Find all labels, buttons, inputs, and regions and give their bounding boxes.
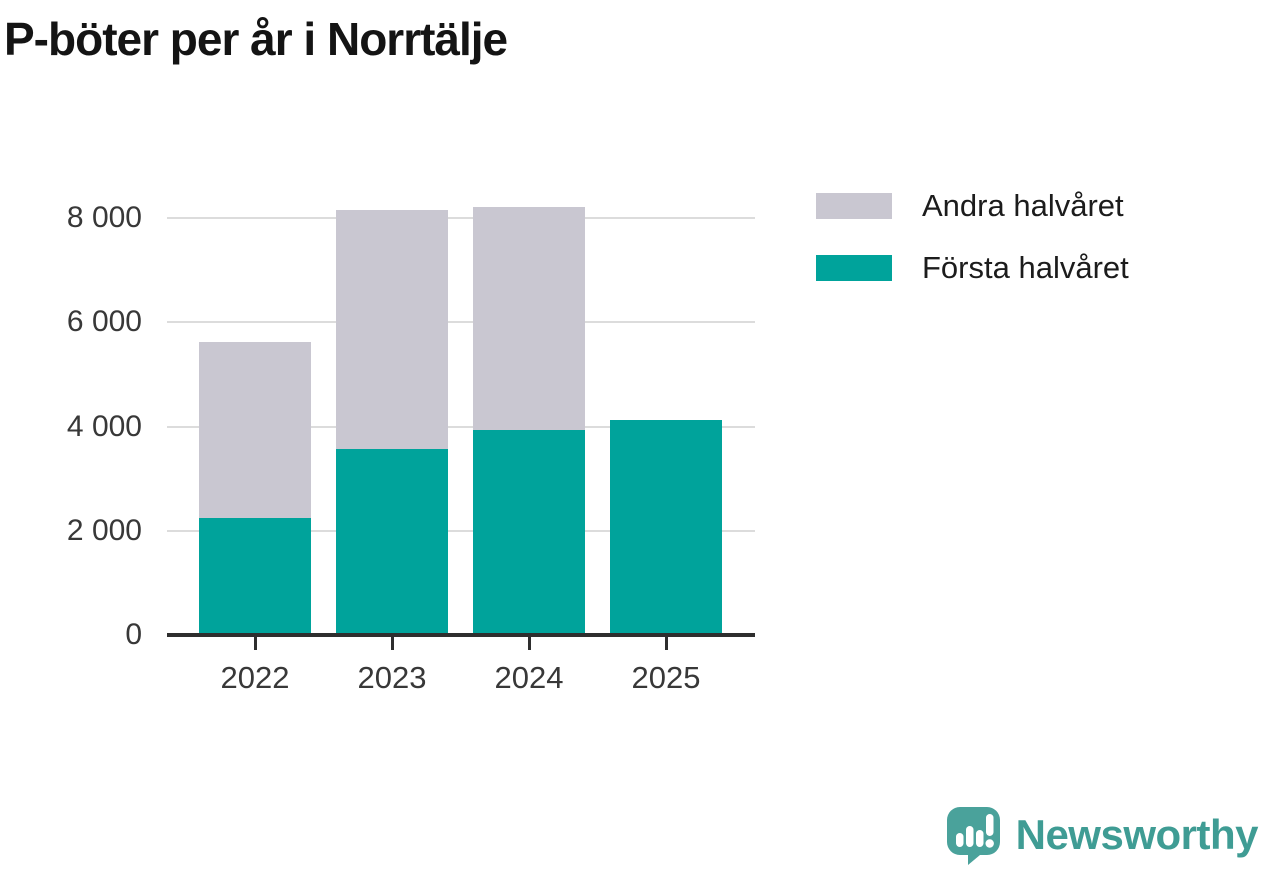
legend-item: Andra halvåret bbox=[816, 190, 1129, 222]
chart-legend: Andra halvåret Första halvåret bbox=[816, 190, 1129, 284]
newsworthy-logo-icon bbox=[946, 807, 1000, 865]
x-axis-label-2022: 2022 bbox=[220, 660, 290, 695]
legend-label: Första halvåret bbox=[922, 250, 1129, 285]
bar-2023-second-half bbox=[336, 210, 448, 449]
y-axis-tick-label: 2 000 bbox=[66, 513, 142, 547]
bar-2024-first-half bbox=[473, 430, 585, 633]
x-axis-label-2025: 2025 bbox=[631, 660, 701, 695]
gridline-8000 bbox=[167, 217, 755, 220]
newsworthy-footer: Newsworthy bbox=[945, 805, 1259, 865]
legend-label: Andra halvåret bbox=[922, 188, 1124, 223]
y-axis-tick-label: 4 000 bbox=[66, 409, 142, 443]
bar-2022-first-half bbox=[199, 518, 311, 633]
bar-2024-second-half bbox=[473, 207, 585, 431]
x-axis-tick bbox=[665, 637, 668, 650]
y-axis-tick-label: 0 bbox=[125, 618, 142, 651]
gridline-6000 bbox=[167, 321, 755, 324]
y-axis-tick-label: 6 000 bbox=[66, 305, 142, 339]
gridline-4000 bbox=[167, 425, 755, 428]
x-axis-line bbox=[167, 633, 755, 637]
bar-2022-second-half bbox=[199, 342, 311, 519]
legend-swatch bbox=[816, 193, 892, 219]
bar-2023-first-half bbox=[336, 448, 448, 633]
legend-item: Första halvåret bbox=[816, 252, 1129, 284]
legend-swatch bbox=[816, 255, 892, 281]
x-axis-tick bbox=[528, 637, 531, 650]
bar-2025-first-half bbox=[610, 420, 722, 633]
gridline-2000 bbox=[167, 529, 755, 532]
x-axis-label-2023: 2023 bbox=[357, 660, 427, 695]
x-axis-tick bbox=[391, 637, 394, 650]
y-axis-tick-label: 8 000 bbox=[66, 201, 142, 235]
chart-title: P-böter per år i Norrtälje bbox=[4, 13, 508, 65]
x-axis-label-2024: 2024 bbox=[494, 660, 564, 695]
x-axis-tick bbox=[254, 637, 257, 650]
newsworthy-brand-name: Newsworthy bbox=[1015, 811, 1259, 858]
